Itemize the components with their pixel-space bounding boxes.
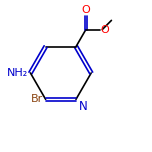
Text: NH₂: NH₂: [6, 68, 28, 78]
Text: Br: Br: [31, 94, 43, 104]
Text: O: O: [100, 24, 109, 35]
Text: N: N: [79, 100, 88, 113]
Text: O: O: [81, 5, 90, 15]
